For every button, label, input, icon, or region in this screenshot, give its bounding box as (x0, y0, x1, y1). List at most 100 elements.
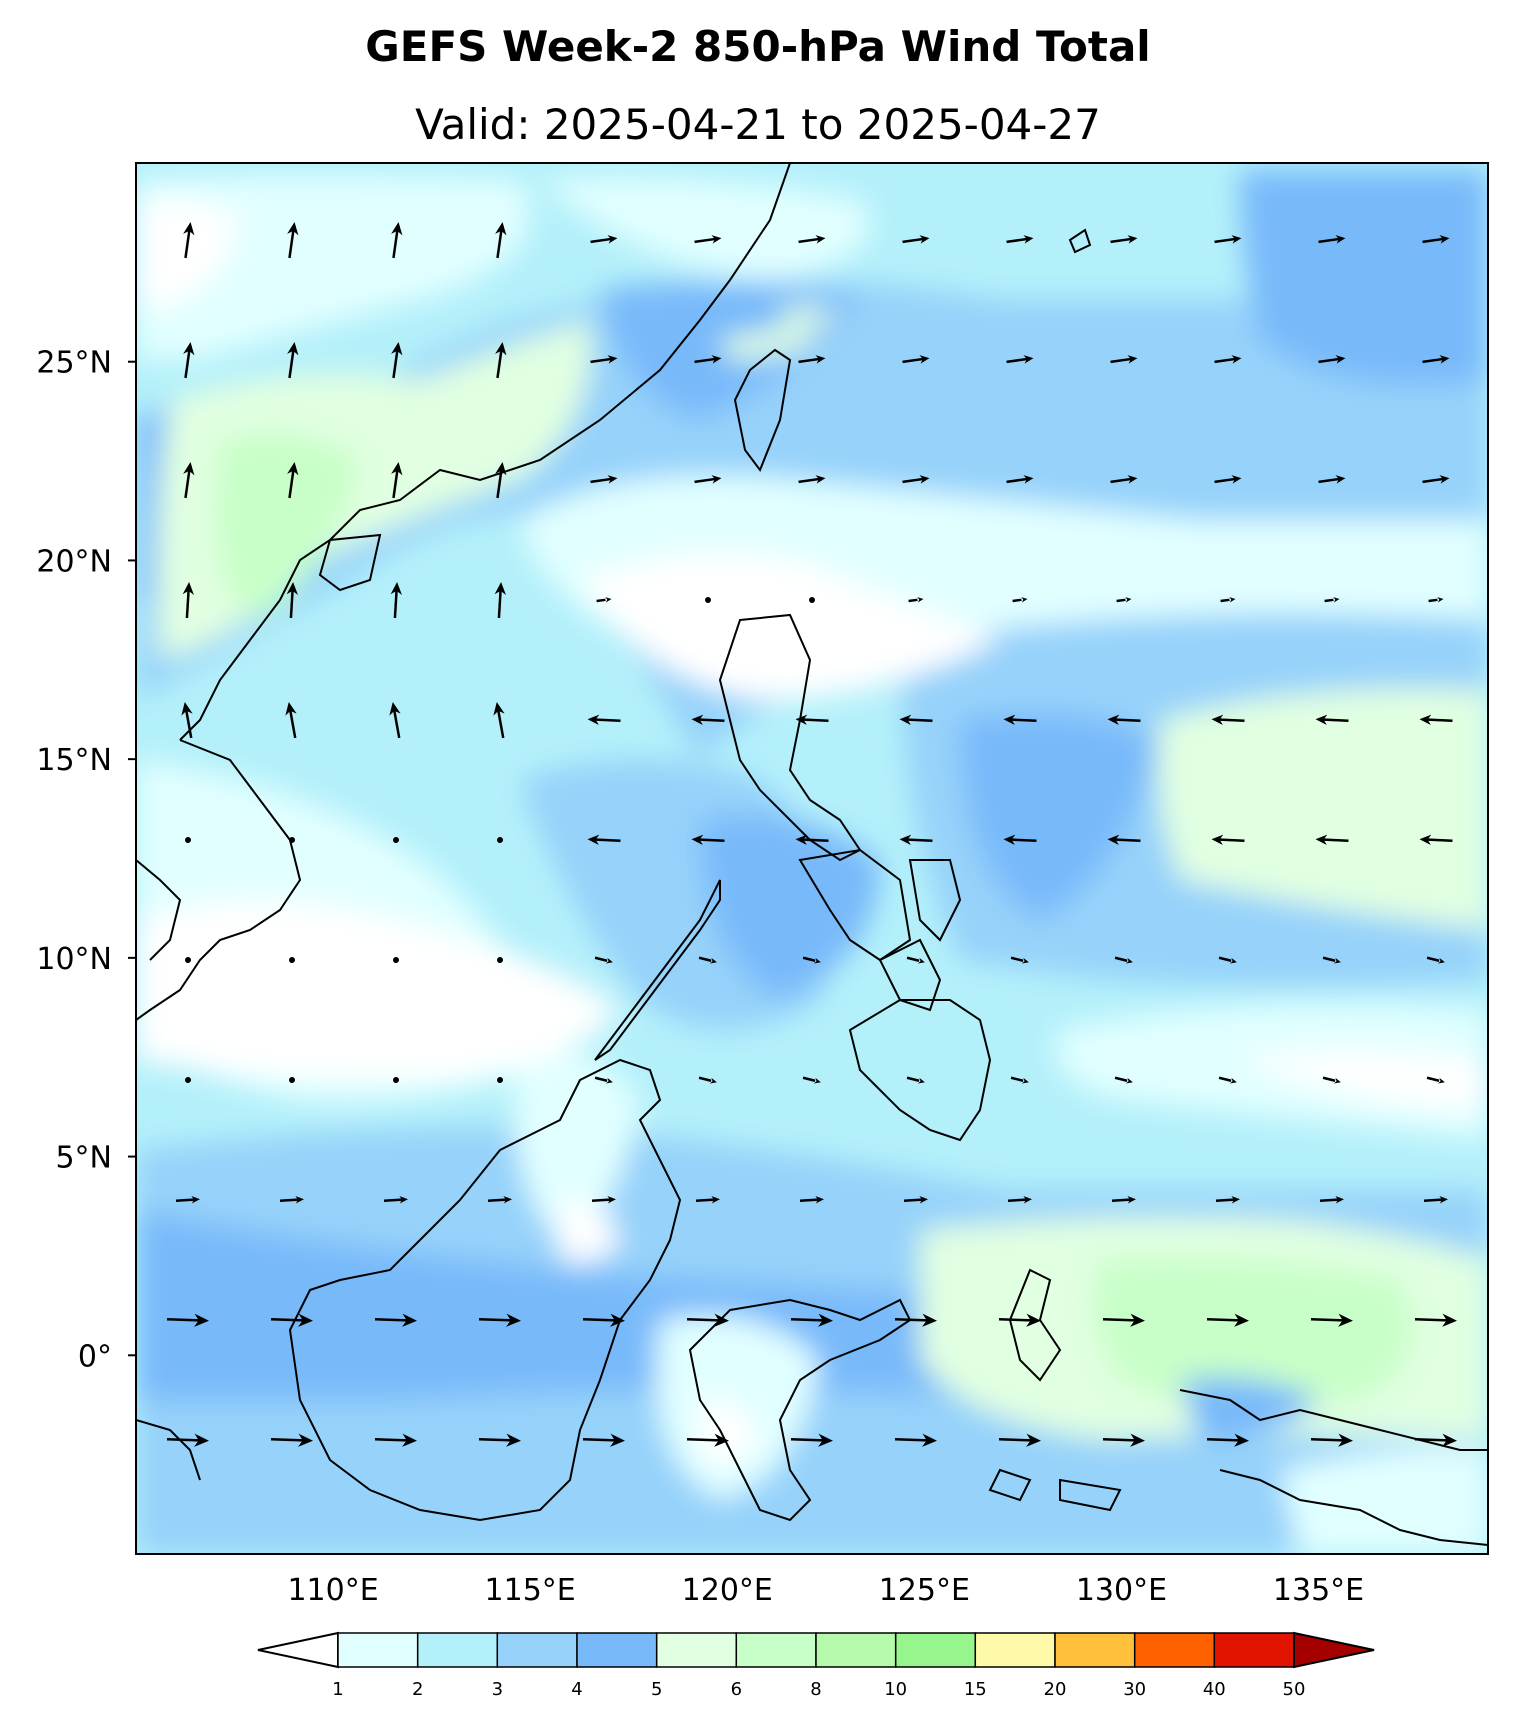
arrow-head (813, 1077, 821, 1084)
mindanao (848, 999, 992, 1142)
arrow-head (194, 1313, 209, 1327)
taiwan (733, 348, 792, 473)
wind-arrow (691, 834, 725, 845)
arrow-shaft (185, 587, 190, 619)
arrow-shaft (698, 956, 712, 962)
arrow-shaft (1414, 1438, 1452, 1442)
lat-label: 0° (78, 1339, 112, 1374)
wind-arrow (1414, 1313, 1457, 1327)
colorbar-level-label: 4 (571, 1679, 582, 1700)
arrow-head (922, 1433, 937, 1447)
wind-arrow (1218, 956, 1237, 964)
arrow-shaft (1006, 357, 1028, 364)
wind-arrow (1428, 597, 1444, 603)
arrow-shaft (902, 477, 924, 484)
wind-arrow (894, 1313, 937, 1327)
wind-arrow (1218, 1076, 1237, 1084)
wind-arrow (902, 235, 930, 244)
calm-dot (497, 957, 503, 963)
arrow-shaft (799, 1198, 819, 1203)
arrow-head (182, 582, 194, 595)
arrow-head (922, 1313, 937, 1327)
wind-arrow (287, 222, 299, 259)
colorbar-level-label: 10 (884, 1679, 907, 1700)
wind-arrow (790, 1313, 833, 1327)
arrow-head (711, 1195, 720, 1204)
arrow-shaft (279, 1198, 299, 1203)
arrow-shaft (383, 1198, 403, 1203)
arrow-shaft (1322, 956, 1336, 962)
wind-arrow (494, 582, 506, 619)
plot-frame (135, 162, 1489, 1555)
small-islands-1 (988, 1468, 1032, 1502)
arrow-shaft (1113, 838, 1141, 842)
arrow-head (495, 222, 507, 236)
calm-dot (809, 597, 815, 603)
wind-arrow (1102, 1433, 1145, 1447)
wind-arrow (1006, 475, 1034, 484)
wind-arrow (1426, 1076, 1445, 1084)
arrow-head (1125, 1077, 1133, 1084)
wind-arrow (1322, 956, 1341, 964)
small-islands-2 (1059, 1478, 1122, 1512)
arrow-head (815, 355, 826, 364)
arrow-shaft (1102, 1438, 1140, 1442)
arrow-head (1125, 957, 1133, 964)
arrow-head (390, 582, 402, 595)
wind-arrow (1422, 475, 1450, 484)
wind-arrow (1315, 714, 1349, 725)
arrow-head (818, 1313, 833, 1327)
colorbar-segment (496, 1632, 578, 1668)
wind-arrow (497, 957, 503, 963)
arrow-shaft (1321, 718, 1349, 722)
wind-arrow (1107, 834, 1141, 845)
arrow-shaft (392, 467, 399, 499)
colorbar-segment (894, 1632, 977, 1668)
arrow-head (607, 355, 618, 364)
arrow-head (605, 957, 613, 964)
arrow-head (1439, 355, 1450, 364)
arrow-shaft (1425, 718, 1453, 722)
wind-arrow (374, 1313, 417, 1327)
arrow-head (1003, 834, 1016, 845)
wind-arrow (497, 837, 503, 843)
arrow-shaft (1206, 1438, 1244, 1442)
arrow-head (1442, 1433, 1457, 1447)
hainan (318, 533, 382, 592)
arrow-shaft (1009, 718, 1037, 722)
wind-arrow (587, 834, 621, 845)
arrow-shaft (288, 227, 295, 259)
arrow-head (298, 1433, 313, 1447)
arrow-head (607, 1195, 616, 1204)
arrow-head (1021, 1077, 1029, 1084)
arrow-shaft (697, 838, 725, 842)
wind-arrow (391, 222, 403, 259)
arrow-head (1419, 714, 1432, 725)
visayas-1 (798, 848, 912, 962)
wind-arrow (1322, 1076, 1341, 1084)
longitude-labels: 110°E 115°E 120°E 125°E 130°E 135°E (287, 1573, 1364, 1608)
arrow-head (691, 834, 704, 845)
wind-arrow (175, 1195, 200, 1204)
wind-arrow (478, 1433, 521, 1447)
wind-arrow (1102, 1313, 1145, 1327)
arrow-shaft (697, 718, 725, 722)
arrow-shaft (1006, 237, 1028, 244)
colorbar-segment (974, 1632, 1056, 1668)
wind-arrow (1107, 714, 1141, 725)
arrow-head (1127, 475, 1138, 484)
arrow-head (1231, 475, 1242, 484)
calm-dot (289, 957, 295, 963)
arrow-shaft (894, 1438, 932, 1442)
arrow-head (391, 462, 403, 476)
borneo (288, 1058, 682, 1522)
wind-arrow (183, 342, 195, 379)
wind-arrow (389, 702, 401, 739)
wind-arrow (497, 1077, 503, 1083)
calm-dot (497, 1077, 503, 1083)
wind-arrow (289, 837, 295, 843)
colorbar-level-label: 20 (1044, 1679, 1067, 1700)
new-guinea-south (1219, 1469, 1488, 1546)
lon-label: 110°E (287, 1573, 378, 1608)
wind-arrow (391, 462, 403, 499)
